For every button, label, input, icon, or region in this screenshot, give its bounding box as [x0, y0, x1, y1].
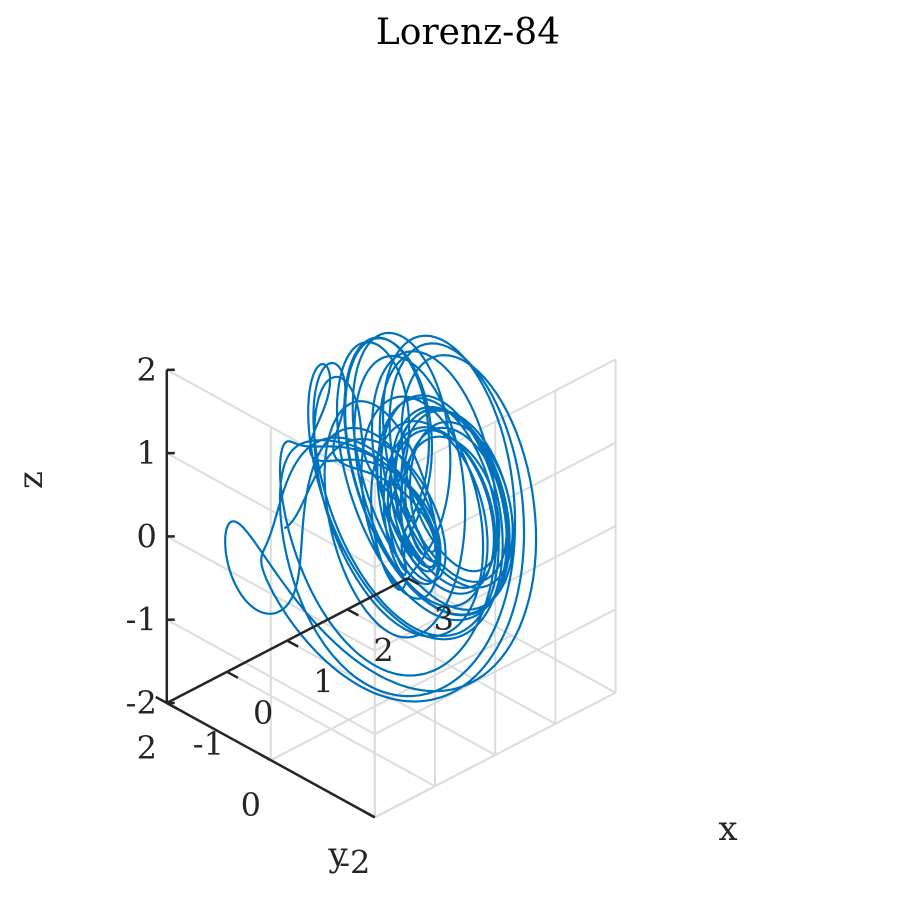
z-tick-label: 0: [136, 517, 156, 555]
grid-layer: [165, 358, 617, 819]
x-tick-0: [226, 670, 239, 679]
axes-layer: [155, 368, 420, 819]
labels-layer: -1 0 1 2 3 -2 0 2 -2 -1 0 1 2 x y z: [11, 351, 738, 882]
x-tick-1: [286, 639, 299, 648]
x-tick-label: 2: [373, 631, 393, 669]
z-tick-label: -2: [126, 684, 157, 722]
x-tick-label: 0: [253, 694, 273, 732]
gridline-z-0-back-wall: [374, 525, 617, 652]
y-axis-title: y: [327, 835, 348, 875]
x-axis-title: x: [718, 809, 737, 849]
gridline-z-2-back-wall: [374, 358, 617, 486]
x-tick-label: -1: [193, 725, 224, 763]
y-tick-label: 2: [137, 729, 157, 767]
y-tick-2: [155, 695, 168, 705]
y-tick-label: 0: [241, 786, 261, 824]
x-tick-2: [346, 608, 359, 617]
chart-title: Lorenz-84: [376, 12, 560, 53]
z-tick-label: -1: [126, 601, 157, 639]
gridline-z-0-side-wall: [166, 535, 376, 652]
series-layer: [224, 331, 538, 703]
gridline-z-2-side-wall: [166, 368, 376, 486]
x-tick-3: [407, 577, 420, 586]
series-trajectory-line: [224, 331, 538, 703]
gridline-z--1-back-wall: [374, 608, 617, 735]
y-tick-0: [259, 753, 272, 762]
y-tick--2: [363, 810, 376, 819]
gridline-z--1-side-wall: [166, 618, 376, 735]
gridline-y--2-floor: [374, 691, 617, 819]
z-tick-label: 1: [136, 434, 156, 472]
x-tick-label: 3: [434, 600, 454, 638]
z-tick-label: 2: [136, 351, 156, 389]
z-axis-title: z: [11, 471, 51, 489]
y-tick-label: -2: [339, 843, 370, 881]
x-tick-label: 1: [313, 663, 333, 701]
